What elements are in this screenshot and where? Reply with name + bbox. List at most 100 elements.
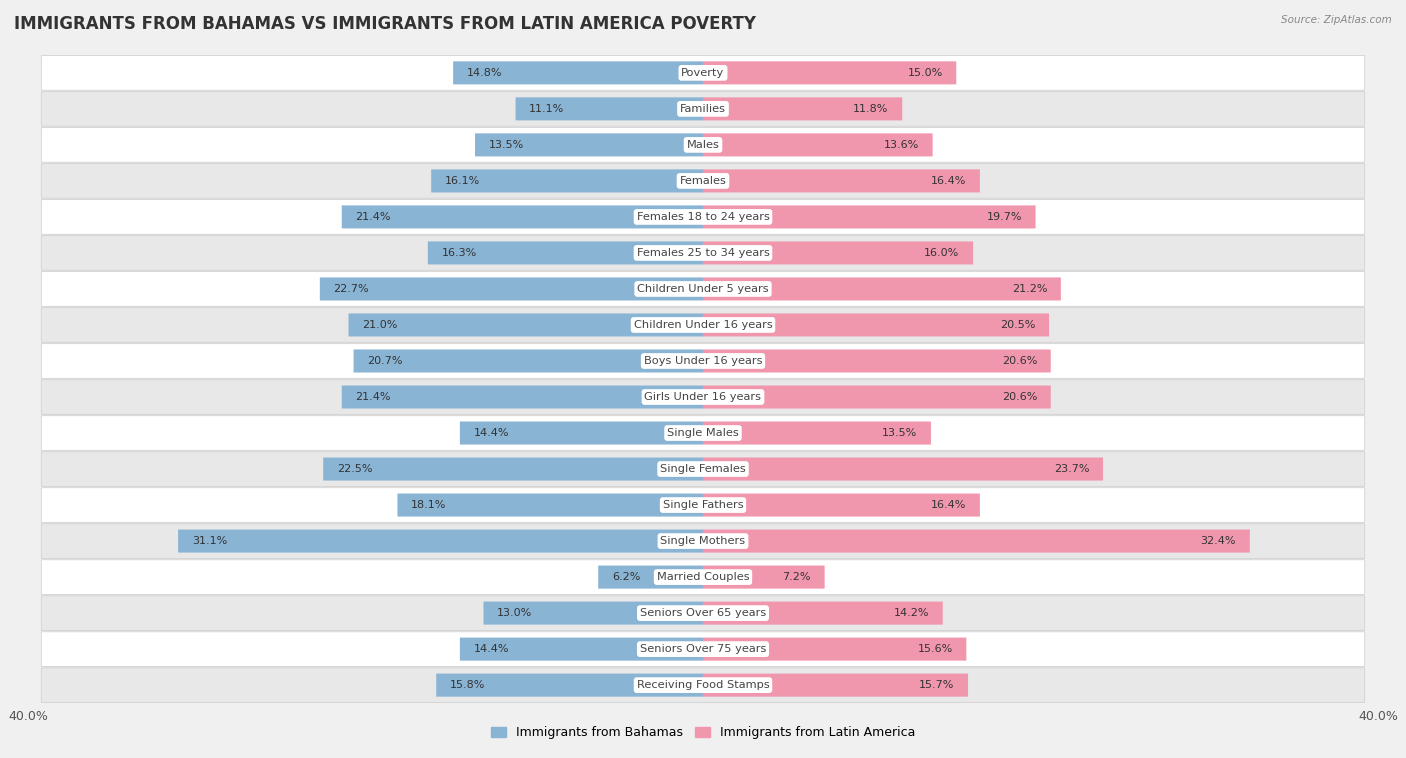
FancyBboxPatch shape bbox=[436, 674, 703, 697]
Text: 21.0%: 21.0% bbox=[363, 320, 398, 330]
FancyBboxPatch shape bbox=[703, 565, 825, 589]
Text: 6.2%: 6.2% bbox=[612, 572, 640, 582]
Text: 16.3%: 16.3% bbox=[441, 248, 477, 258]
FancyBboxPatch shape bbox=[41, 92, 1365, 126]
FancyBboxPatch shape bbox=[703, 458, 1104, 481]
Text: Females 18 to 24 years: Females 18 to 24 years bbox=[637, 212, 769, 222]
Text: Males: Males bbox=[686, 140, 720, 150]
Text: Single Females: Single Females bbox=[661, 464, 745, 474]
Text: 20.6%: 20.6% bbox=[1001, 356, 1038, 366]
FancyBboxPatch shape bbox=[41, 415, 1365, 450]
Text: 21.2%: 21.2% bbox=[1012, 284, 1047, 294]
Text: 22.7%: 22.7% bbox=[333, 284, 370, 294]
Text: 16.1%: 16.1% bbox=[444, 176, 479, 186]
Text: 21.4%: 21.4% bbox=[356, 392, 391, 402]
FancyBboxPatch shape bbox=[342, 386, 703, 409]
Text: 19.7%: 19.7% bbox=[987, 212, 1022, 222]
Text: 14.8%: 14.8% bbox=[467, 68, 502, 78]
Text: 7.2%: 7.2% bbox=[783, 572, 811, 582]
FancyBboxPatch shape bbox=[453, 61, 703, 84]
Text: Poverty: Poverty bbox=[682, 68, 724, 78]
Text: 15.6%: 15.6% bbox=[918, 644, 953, 654]
FancyBboxPatch shape bbox=[41, 236, 1365, 271]
Text: 13.5%: 13.5% bbox=[489, 140, 524, 150]
Text: 15.8%: 15.8% bbox=[450, 680, 485, 690]
Text: Source: ZipAtlas.com: Source: ZipAtlas.com bbox=[1281, 15, 1392, 25]
Text: Single Males: Single Males bbox=[666, 428, 740, 438]
Text: Children Under 16 years: Children Under 16 years bbox=[634, 320, 772, 330]
Text: 16.4%: 16.4% bbox=[931, 500, 966, 510]
Text: 23.7%: 23.7% bbox=[1054, 464, 1090, 474]
FancyBboxPatch shape bbox=[41, 199, 1365, 234]
FancyBboxPatch shape bbox=[484, 602, 703, 625]
FancyBboxPatch shape bbox=[41, 55, 1365, 90]
FancyBboxPatch shape bbox=[41, 452, 1365, 487]
FancyBboxPatch shape bbox=[703, 674, 969, 697]
Text: Seniors Over 65 years: Seniors Over 65 years bbox=[640, 608, 766, 618]
FancyBboxPatch shape bbox=[703, 386, 1050, 409]
FancyBboxPatch shape bbox=[703, 205, 1036, 228]
Text: 14.2%: 14.2% bbox=[894, 608, 929, 618]
Text: Single Fathers: Single Fathers bbox=[662, 500, 744, 510]
Text: 22.5%: 22.5% bbox=[337, 464, 373, 474]
Text: 13.0%: 13.0% bbox=[498, 608, 533, 618]
FancyBboxPatch shape bbox=[41, 164, 1365, 198]
FancyBboxPatch shape bbox=[703, 421, 931, 444]
FancyBboxPatch shape bbox=[703, 133, 932, 156]
FancyBboxPatch shape bbox=[703, 637, 966, 661]
FancyBboxPatch shape bbox=[427, 241, 703, 265]
FancyBboxPatch shape bbox=[398, 493, 703, 517]
FancyBboxPatch shape bbox=[703, 530, 1250, 553]
FancyBboxPatch shape bbox=[41, 560, 1365, 594]
FancyBboxPatch shape bbox=[41, 632, 1365, 666]
FancyBboxPatch shape bbox=[703, 241, 973, 265]
Text: 14.4%: 14.4% bbox=[474, 428, 509, 438]
FancyBboxPatch shape bbox=[516, 97, 703, 121]
Text: Seniors Over 75 years: Seniors Over 75 years bbox=[640, 644, 766, 654]
Legend: Immigrants from Bahamas, Immigrants from Latin America: Immigrants from Bahamas, Immigrants from… bbox=[485, 722, 921, 744]
Text: IMMIGRANTS FROM BAHAMAS VS IMMIGRANTS FROM LATIN AMERICA POVERTY: IMMIGRANTS FROM BAHAMAS VS IMMIGRANTS FR… bbox=[14, 15, 756, 33]
Text: Receiving Food Stamps: Receiving Food Stamps bbox=[637, 680, 769, 690]
FancyBboxPatch shape bbox=[41, 308, 1365, 343]
FancyBboxPatch shape bbox=[703, 277, 1062, 300]
FancyBboxPatch shape bbox=[179, 530, 703, 553]
FancyBboxPatch shape bbox=[41, 487, 1365, 522]
FancyBboxPatch shape bbox=[349, 314, 703, 337]
FancyBboxPatch shape bbox=[41, 380, 1365, 415]
FancyBboxPatch shape bbox=[460, 421, 703, 444]
Text: 21.4%: 21.4% bbox=[356, 212, 391, 222]
FancyBboxPatch shape bbox=[703, 493, 980, 517]
FancyBboxPatch shape bbox=[460, 637, 703, 661]
FancyBboxPatch shape bbox=[41, 271, 1365, 306]
FancyBboxPatch shape bbox=[323, 458, 703, 481]
Text: 20.5%: 20.5% bbox=[1000, 320, 1035, 330]
FancyBboxPatch shape bbox=[703, 602, 943, 625]
Text: Families: Families bbox=[681, 104, 725, 114]
Text: Girls Under 16 years: Girls Under 16 years bbox=[644, 392, 762, 402]
FancyBboxPatch shape bbox=[41, 596, 1365, 631]
FancyBboxPatch shape bbox=[703, 314, 1049, 337]
Text: Boys Under 16 years: Boys Under 16 years bbox=[644, 356, 762, 366]
Text: Females 25 to 34 years: Females 25 to 34 years bbox=[637, 248, 769, 258]
FancyBboxPatch shape bbox=[41, 524, 1365, 559]
FancyBboxPatch shape bbox=[41, 343, 1365, 378]
Text: 18.1%: 18.1% bbox=[411, 500, 447, 510]
FancyBboxPatch shape bbox=[703, 97, 903, 121]
Text: Single Mothers: Single Mothers bbox=[661, 536, 745, 546]
FancyBboxPatch shape bbox=[598, 565, 703, 589]
Text: 11.1%: 11.1% bbox=[529, 104, 564, 114]
Text: 13.6%: 13.6% bbox=[884, 140, 920, 150]
FancyBboxPatch shape bbox=[432, 169, 703, 193]
FancyBboxPatch shape bbox=[703, 61, 956, 84]
FancyBboxPatch shape bbox=[353, 349, 703, 372]
FancyBboxPatch shape bbox=[41, 668, 1365, 703]
Text: Children Under 5 years: Children Under 5 years bbox=[637, 284, 769, 294]
FancyBboxPatch shape bbox=[319, 277, 703, 300]
FancyBboxPatch shape bbox=[703, 349, 1050, 372]
FancyBboxPatch shape bbox=[342, 205, 703, 228]
Text: 16.4%: 16.4% bbox=[931, 176, 966, 186]
Text: Females: Females bbox=[679, 176, 727, 186]
Text: Married Couples: Married Couples bbox=[657, 572, 749, 582]
FancyBboxPatch shape bbox=[475, 133, 703, 156]
Text: 32.4%: 32.4% bbox=[1201, 536, 1236, 546]
